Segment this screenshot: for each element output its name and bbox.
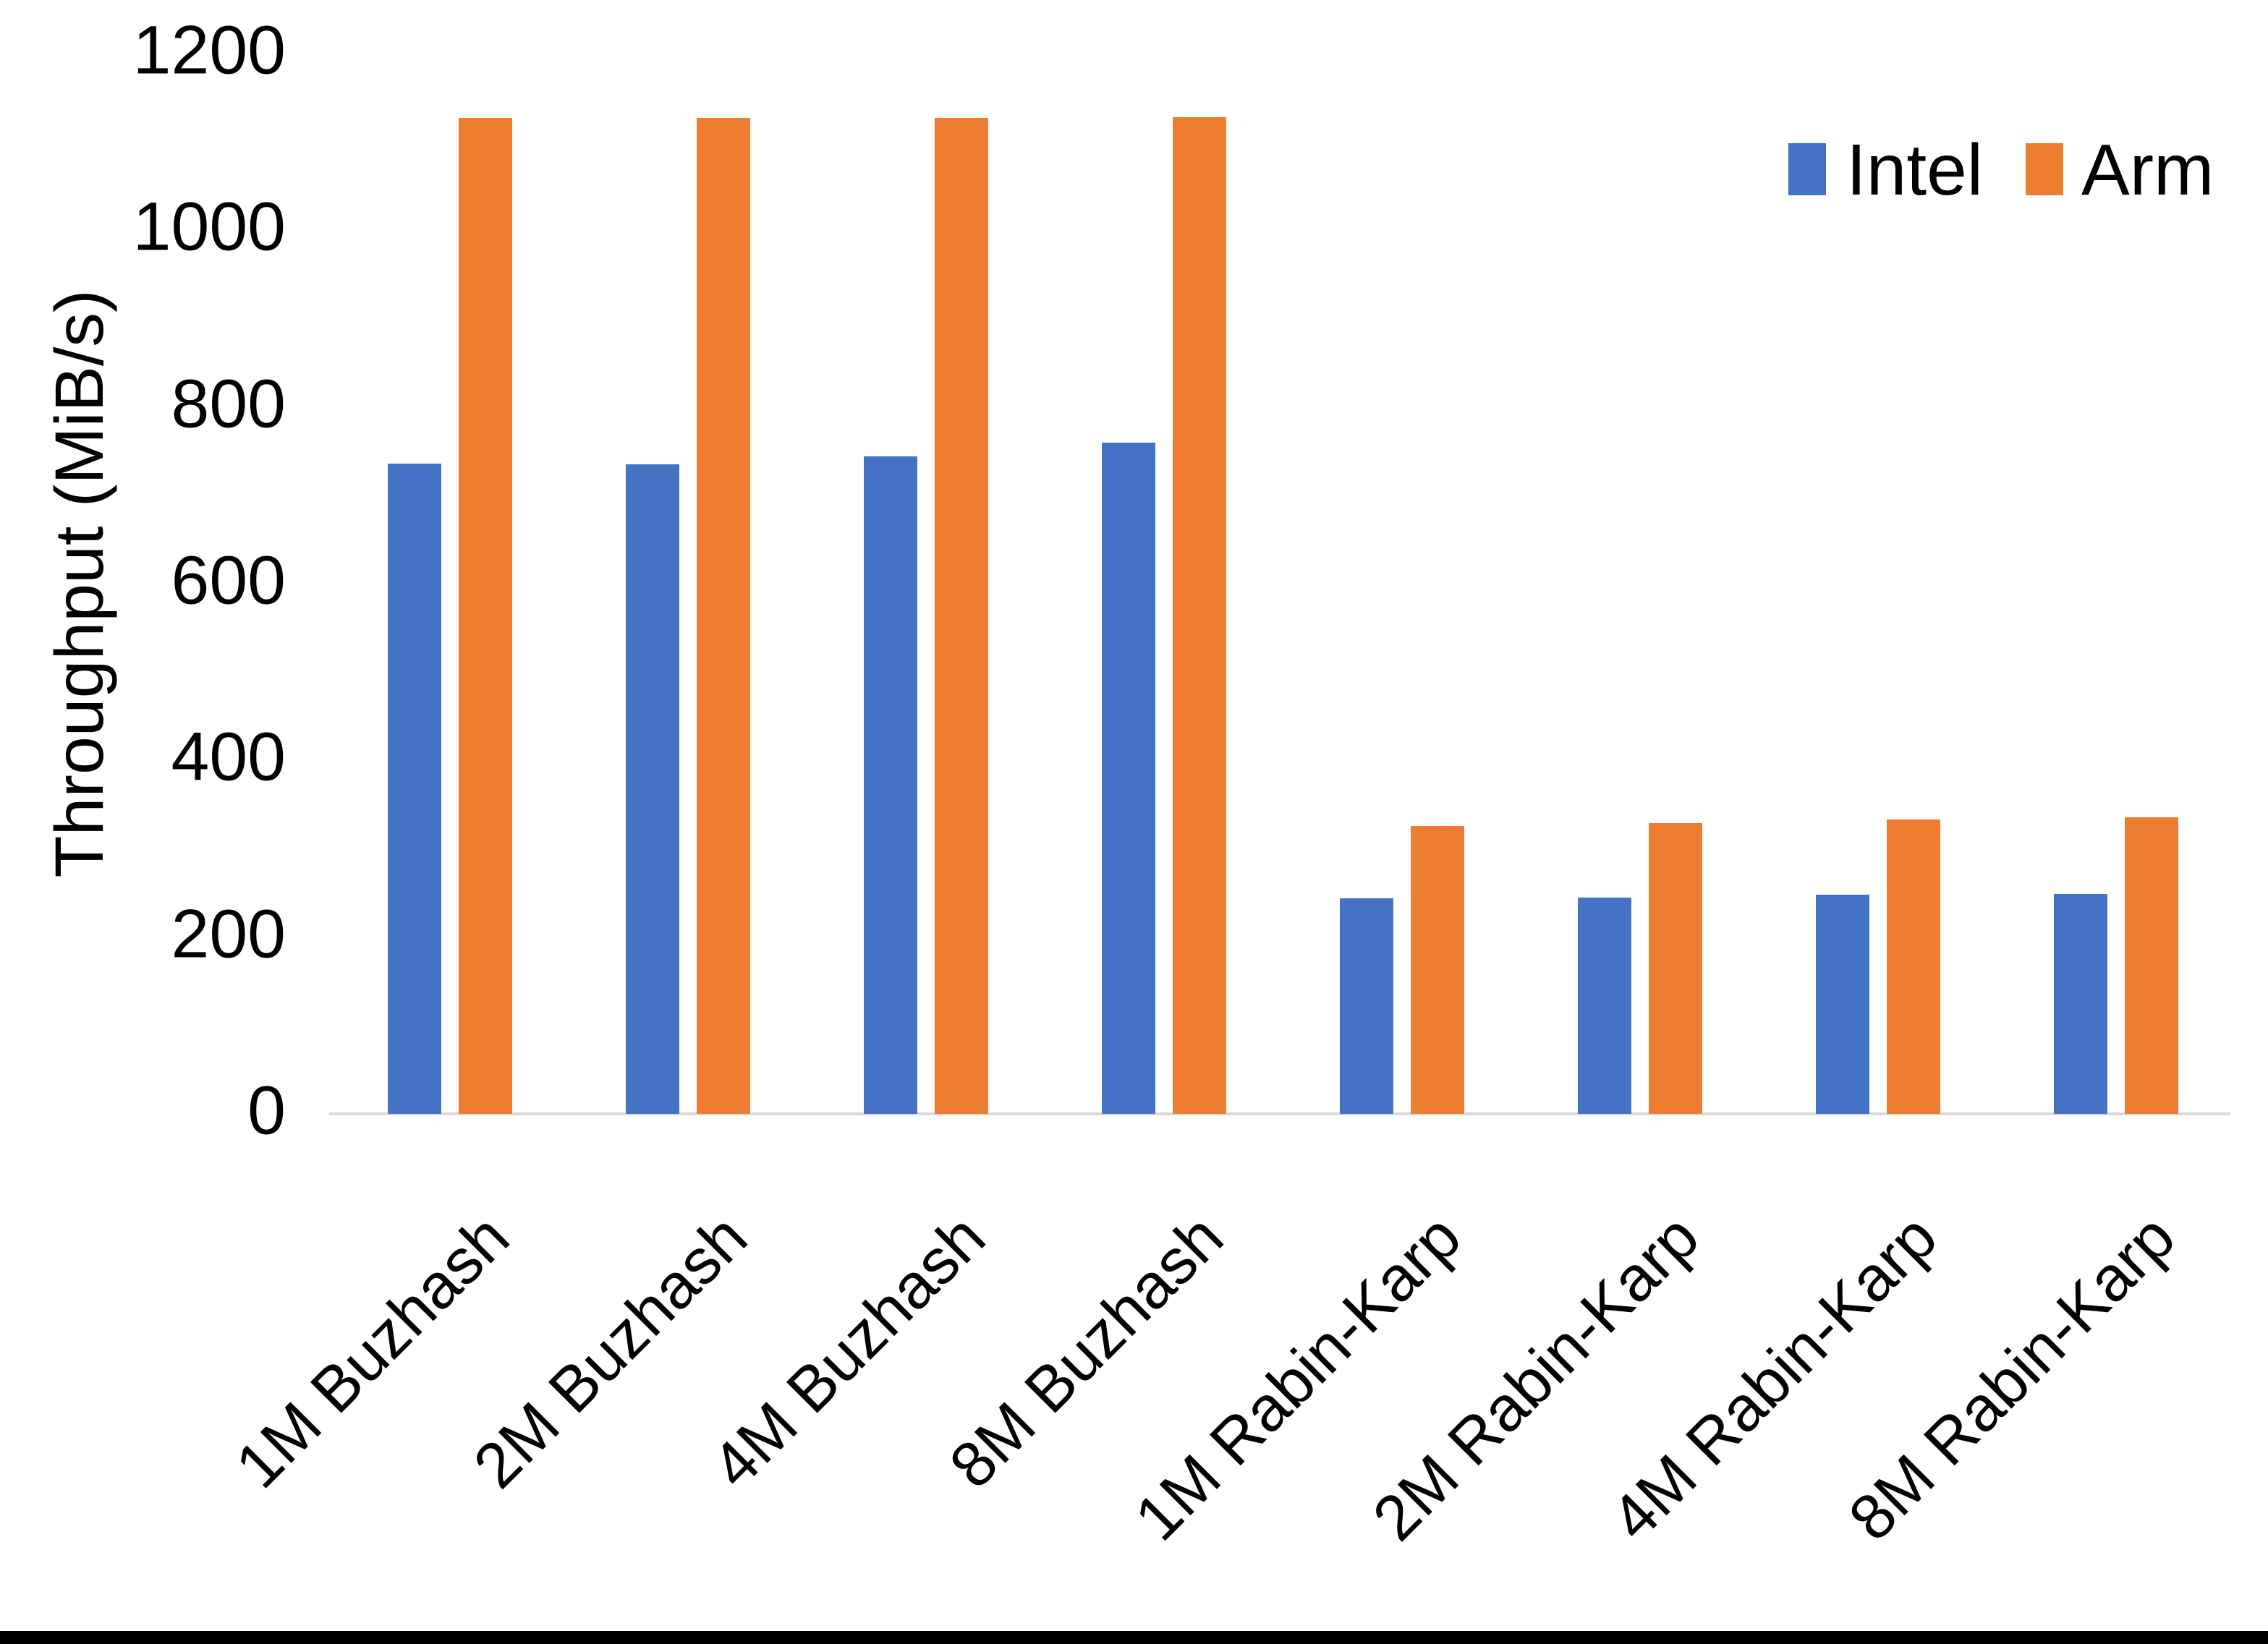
bar-arm-8m-buzhash	[1173, 116, 1226, 1114]
x-axis-baseline	[329, 1112, 2230, 1115]
legend-label-intel: Intel	[1846, 129, 1984, 210]
y-tick-label-400: 400	[171, 719, 286, 796]
bar-arm-4m-buzhash	[935, 118, 988, 1114]
bar-intel-4m-rabin-karp	[1816, 895, 1869, 1114]
bar-intel-8m-buzhash	[1102, 442, 1155, 1114]
legend-label-arm: Arm	[2081, 129, 2214, 210]
bar-intel-2m-buzhash	[626, 464, 679, 1114]
bar-arm-4m-rabin-karp	[1887, 819, 1940, 1114]
y-tick-label-200: 200	[171, 895, 286, 973]
bar-arm-8m-rabin-karp	[2125, 817, 2178, 1114]
y-tick-label-0: 0	[247, 1072, 286, 1149]
y-tick-label-800: 800	[171, 365, 286, 443]
bar-intel-1m-rabin-karp	[1340, 898, 1393, 1114]
bottom-border-bar	[0, 1631, 2268, 1644]
bar-arm-1m-rabin-karp	[1411, 825, 1464, 1114]
bar-intel-1m-buzhash	[388, 463, 441, 1114]
legend-swatch-arm	[2026, 143, 2063, 195]
y-tick-label-1200: 1200	[132, 12, 286, 89]
bar-arm-2m-buzhash	[697, 118, 750, 1114]
y-tick-label-600: 600	[171, 542, 286, 619]
bar-arm-2m-rabin-karp	[1649, 823, 1702, 1114]
bar-intel-4m-buzhash	[864, 456, 917, 1114]
bar-intel-8m-rabin-karp	[2054, 893, 2107, 1114]
y-tick-label-1000: 1000	[132, 189, 286, 266]
bar-intel-2m-rabin-karp	[1578, 897, 1631, 1114]
legend-swatch-intel	[1788, 143, 1826, 195]
bar-arm-1m-buzhash	[459, 118, 512, 1114]
